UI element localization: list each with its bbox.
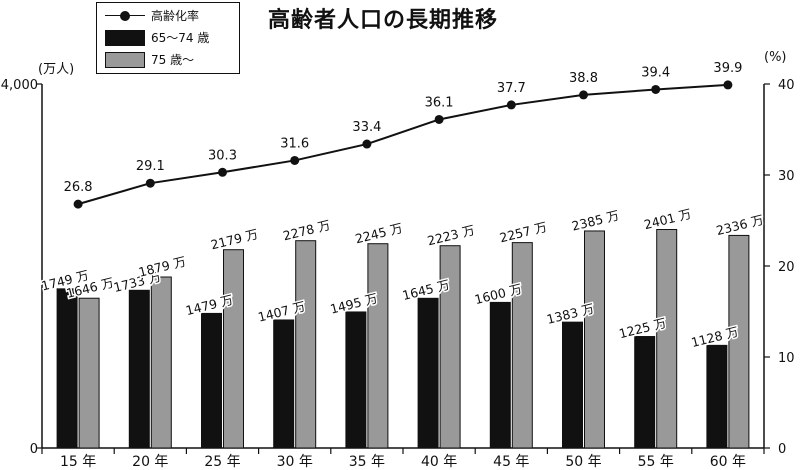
bar-65-74 xyxy=(706,344,728,449)
bar-label-75-plus: 2179 万 xyxy=(209,226,259,252)
bar-label-75-plus: 2257 万 xyxy=(498,219,548,245)
bar-75-plus xyxy=(584,230,605,449)
legend-swatch-65-74 xyxy=(105,29,145,46)
legend-line-marker xyxy=(105,10,145,22)
legend-item-rate: 高齢化率 xyxy=(105,7,199,24)
legend-label-65-74: 65〜74 歳 xyxy=(151,31,210,45)
bar-65-74 xyxy=(128,289,150,449)
bar-65-74 xyxy=(273,319,295,449)
line-point-aging-rate xyxy=(651,84,661,94)
line-point-aging-rate xyxy=(145,178,155,188)
line-point-aging-rate xyxy=(290,155,300,165)
x-axis-tick-label: 15 年 xyxy=(60,454,96,470)
bar-label-75-plus: 2401 万 xyxy=(642,206,692,232)
line-point-aging-rate xyxy=(362,139,372,149)
x-axis-tick-label: 20 年 xyxy=(132,454,168,470)
right-axis-tick-label: 10 xyxy=(778,351,795,366)
line-point-aging-rate xyxy=(723,80,733,90)
line-label-aging-rate: 36.1 xyxy=(425,95,454,110)
bar-65-74 xyxy=(345,311,367,449)
legend-item-65-74: 65〜74 歳 xyxy=(105,29,209,46)
bar-65-74 xyxy=(417,297,439,449)
right-axis-unit: (%) xyxy=(764,50,787,65)
x-axis-tick-label: 45 年 xyxy=(493,454,529,470)
right-axis-tick-label: 0 xyxy=(778,442,786,457)
x-axis-tick-label: 55 年 xyxy=(638,454,674,470)
bar-75-plus xyxy=(511,242,533,449)
bar-65-74 xyxy=(562,321,583,449)
bar-label-75-plus: 2223 万 xyxy=(426,222,476,248)
bar-75-plus xyxy=(223,249,244,449)
line-label-aging-rate: 37.7 xyxy=(497,81,526,96)
x-axis-tick-label: 30 年 xyxy=(277,454,313,470)
bar-75-plus xyxy=(656,229,678,449)
right-axis-tick-label: 40 xyxy=(778,78,795,93)
legend-label-rate: 高齢化率 xyxy=(151,9,200,23)
line-point-aging-rate xyxy=(506,100,516,110)
x-axis-tick-label: 35 年 xyxy=(349,454,385,470)
line-label-aging-rate: 39.4 xyxy=(641,65,670,80)
bar-75-plus xyxy=(439,245,461,449)
line-point-aging-rate xyxy=(73,199,83,209)
bar-75-plus xyxy=(150,276,172,449)
x-axis-tick-label: 25 年 xyxy=(204,454,240,470)
bar-65-74 xyxy=(634,336,656,449)
line-label-aging-rate: 29.1 xyxy=(136,159,165,174)
bar-label-75-plus: 2385 万 xyxy=(570,207,620,233)
line-label-aging-rate: 38.8 xyxy=(569,71,598,86)
bar-75-plus xyxy=(728,234,750,449)
bar-65-74 xyxy=(489,301,511,449)
bar-65-74 xyxy=(201,312,222,449)
legend-label-75-plus: 75 歳〜 xyxy=(151,53,195,67)
line-aging-rate xyxy=(77,83,728,206)
line-point-aging-rate xyxy=(579,90,588,100)
chart-title: 高齢者人口の長期推移 xyxy=(268,8,499,33)
left-axis-tick-label: 4,000 xyxy=(1,78,38,93)
bar-65-74 xyxy=(56,288,78,449)
left-axis-tick-label: 0 xyxy=(30,442,38,457)
bar-label-75-plus: 1879 万 xyxy=(137,254,187,280)
bar-label-75-plus: 2336 万 xyxy=(715,212,765,238)
line-label-aging-rate: 33.4 xyxy=(352,120,381,135)
line-point-aging-rate xyxy=(218,167,227,177)
left-axis-unit: (万人) xyxy=(38,62,75,77)
line-label-aging-rate: 31.6 xyxy=(280,136,309,151)
bar-label-75-plus: 2278 万 xyxy=(281,217,331,243)
legend-swatch-75-plus xyxy=(105,51,145,68)
right-axis-tick-label: 20 xyxy=(778,260,795,275)
legend-item-75-plus: 75 歳〜 xyxy=(105,51,194,68)
line-point-aging-rate xyxy=(434,114,444,124)
right-axis-tick-label: 30 xyxy=(778,169,795,184)
line-label-aging-rate: 26.8 xyxy=(64,180,93,195)
bar-75-plus xyxy=(78,297,100,449)
line-label-aging-rate: 39.9 xyxy=(713,61,742,76)
x-axis-tick-label: 50 年 xyxy=(565,454,601,470)
x-axis-tick-label: 60 年 xyxy=(710,454,746,470)
bar-75-plus xyxy=(295,240,317,449)
bar-label-75-plus: 2245 万 xyxy=(354,220,404,246)
bar-75-plus xyxy=(367,243,389,449)
x-axis-tick-label: 40 年 xyxy=(421,454,457,470)
legend: 高齢化率 65〜74 歳 75 歳〜 xyxy=(96,2,240,74)
line-label-aging-rate: 30.3 xyxy=(208,148,237,163)
